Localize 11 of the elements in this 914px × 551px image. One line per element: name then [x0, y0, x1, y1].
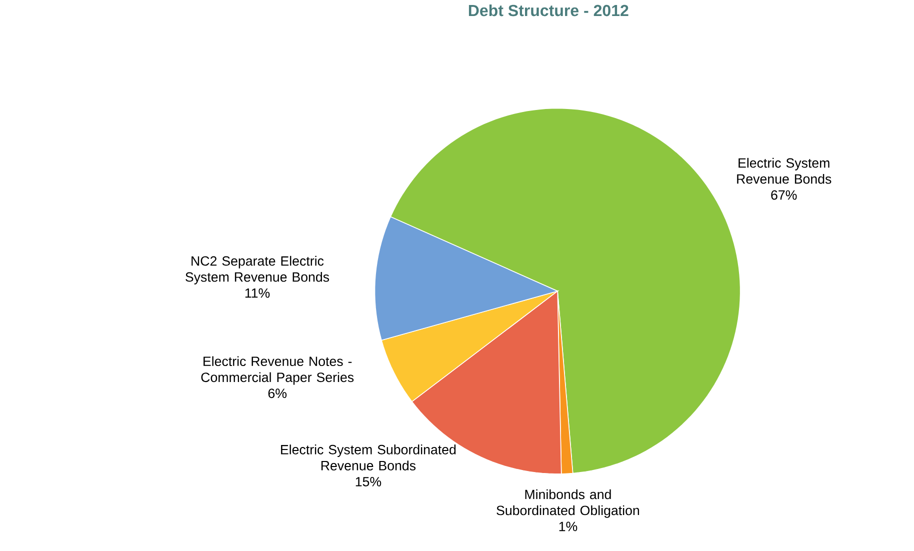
data-label: 1% — [559, 522, 578, 532]
chart-title: Debt Structure - 2012 — [468, 4, 628, 16]
data-label: 6% — [268, 388, 287, 398]
data-label: 67% — [771, 190, 797, 200]
slice-label: Electric System Revenue Bonds — [737, 158, 832, 184]
slice-label: NC2 Separate Electric System Revenue Bonds — [186, 256, 330, 285]
slice-label: Minibonds and Subordinated Obligation — [496, 490, 640, 518]
data-label: 15% — [356, 477, 382, 487]
slice-label: Electric System Subordinated Revenue Bonds — [281, 444, 456, 471]
slice-label: Electric Revenue Notes - Commercial Paper Series — [201, 356, 354, 385]
data-label: 11% — [245, 288, 270, 298]
